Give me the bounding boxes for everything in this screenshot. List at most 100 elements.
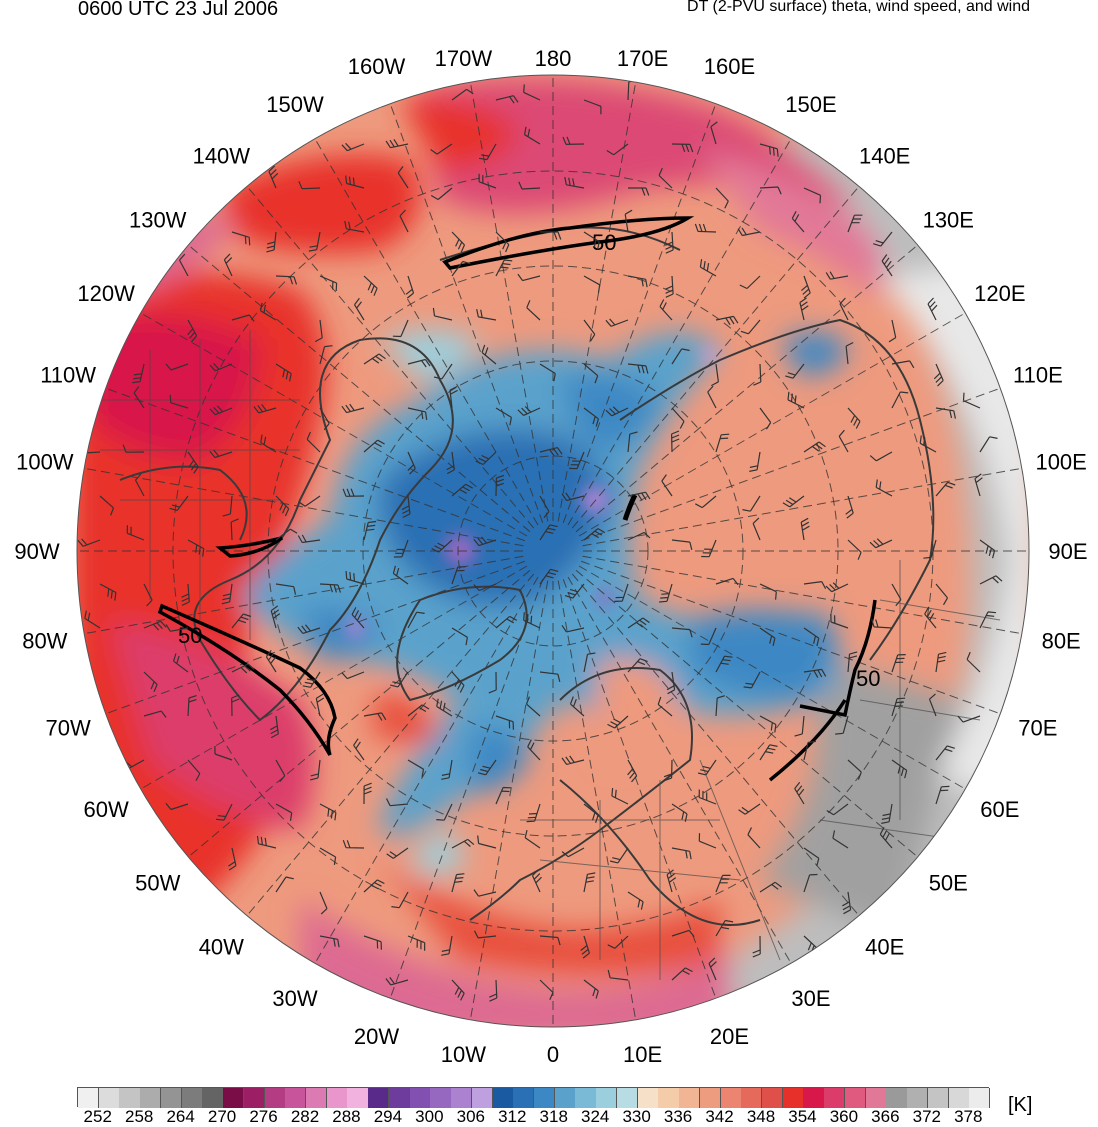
wind-barb (209, 362, 233, 372)
wind-barb (77, 538, 101, 547)
wind-barb (275, 759, 286, 783)
longitude-label: 140W (193, 144, 251, 169)
wind-barb (431, 539, 453, 553)
wind-barb (215, 803, 233, 821)
colorbar-swatch (78, 1088, 100, 1108)
wind-barb (432, 307, 453, 321)
longitude-label: 20E (710, 1024, 749, 1049)
wind-barb (187, 451, 199, 474)
meridian-line (84, 555, 524, 635)
colorbar-swatch (720, 1088, 742, 1108)
wind-barb (488, 671, 497, 694)
wind-barb (782, 495, 805, 508)
wind-barb (342, 488, 365, 497)
wind-barb (935, 583, 949, 606)
wind-barb (363, 353, 386, 365)
wind-barb (308, 231, 321, 252)
wind-barb (891, 697, 906, 717)
wind-barb (531, 869, 542, 893)
meridian-line (578, 565, 966, 790)
wind-barb (627, 891, 644, 910)
wind-barb (794, 715, 805, 737)
wind-barb (539, 363, 556, 382)
longitude-label: 10W (441, 1042, 486, 1067)
wind-barb (627, 275, 648, 288)
wind-barb (715, 919, 734, 937)
meridian-line (562, 579, 717, 999)
wind-barb (256, 835, 277, 849)
wind-barb (869, 451, 893, 462)
wind-barb (260, 434, 277, 453)
colorbar-tick-label: 318 (539, 1107, 568, 1126)
colorbar-swatch (844, 1088, 867, 1108)
contour-labels: 50 50 50 (178, 230, 880, 691)
longitude-label: 30W (272, 986, 317, 1011)
wind-barb (711, 363, 719, 387)
wind-barb (342, 839, 365, 849)
wind-barb (561, 492, 585, 502)
longitude-label: 150E (785, 92, 836, 117)
wind-barb (974, 473, 983, 497)
wind-barb (363, 712, 387, 721)
wind-barb (143, 710, 167, 718)
wind-barb (869, 538, 893, 549)
colorbar-swatch (430, 1088, 452, 1108)
wind-barb (275, 528, 298, 541)
longitude-label: 80W (22, 629, 67, 654)
wind-barb (759, 143, 779, 157)
wind-barb (407, 611, 425, 629)
colorbar-tick-label: 372 (912, 1107, 941, 1126)
wind-barb (561, 755, 585, 765)
meridian-line (140, 565, 528, 790)
wind-barb (801, 275, 811, 299)
wind-barb (476, 308, 497, 321)
wind-barb (473, 536, 497, 547)
wind-barb (924, 606, 937, 629)
wind-barb (495, 259, 513, 277)
wind-barb (526, 803, 541, 823)
wind-barb (671, 539, 693, 550)
wind-barb (979, 575, 1003, 585)
wind-barb (228, 847, 237, 871)
wind-barb (842, 891, 852, 915)
wind-barb (169, 394, 189, 409)
longitude-label: 160E (704, 54, 755, 79)
colorbar-tick-label: 330 (622, 1107, 651, 1126)
wind-barb (341, 142, 365, 152)
colorbar-tick-label: 354 (788, 1107, 817, 1126)
meridian-line (314, 576, 539, 964)
wind-barb (845, 495, 854, 519)
colorbar-tick-label: 348 (746, 1107, 776, 1126)
longitude-labels: 180 170E 160E 150E 140E 130E 120E 110E 100E 90E 80… (14, 46, 1087, 1067)
wind-barb (297, 624, 321, 634)
colorbar-swatch (306, 1088, 328, 1108)
wind-barb (298, 495, 321, 507)
wind-barb (891, 391, 909, 409)
wind-barb (661, 474, 673, 497)
wind-barb (583, 319, 596, 342)
longitude-label: 10E (623, 1042, 662, 1067)
longitude-label: 70E (1018, 715, 1057, 740)
wind-barb (302, 671, 321, 688)
meridian-line (105, 560, 525, 715)
wind-barb (700, 627, 717, 646)
longitude-label: 170E (617, 46, 668, 71)
wind-barb (740, 319, 761, 335)
wind-barb (187, 539, 205, 557)
wind-barb (707, 385, 717, 409)
colorbar-tick-label: 276 (249, 1107, 278, 1126)
longitude-label: 110W (40, 363, 96, 388)
longitude-label: 60W (84, 797, 129, 822)
wind-barb (517, 406, 541, 416)
colorbar-swatch (886, 1088, 908, 1108)
colorbar-swatch (471, 1088, 494, 1108)
wind-barb (671, 348, 690, 365)
colorbar-swatch (948, 1088, 970, 1108)
longitude-label: 130E (923, 207, 974, 232)
wind-barb (231, 314, 255, 322)
wind-barb (230, 518, 239, 541)
wind-barb (923, 539, 937, 559)
wind-barb (319, 935, 340, 948)
wind-barb (715, 315, 739, 326)
wind-barb (891, 759, 908, 779)
